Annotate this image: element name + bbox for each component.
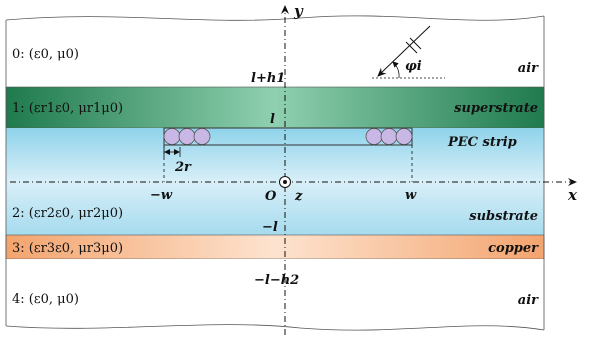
strip-circle [193, 128, 211, 145]
wave-polarization-tick [405, 41, 418, 54]
outer-border-top [5, 15, 545, 21]
z-axis-dot-symbol [279, 176, 291, 188]
region-2-material: substrate [469, 209, 538, 224]
incidence-angle-label: φi [405, 59, 422, 74]
region-2-label: 2: (εr2ε0, μr2μ0) [12, 206, 123, 221]
region-3-material: copper [488, 241, 539, 256]
strip-circle [395, 128, 413, 145]
outer-border-bottom [5, 324, 545, 331]
region-0-air [6, 18, 544, 87]
strip-circle [178, 128, 196, 145]
z-axis-label: z [294, 189, 303, 204]
strip-circle [380, 128, 398, 145]
region-4-label: 4: (ε0, μ0) [12, 292, 79, 307]
region-1-material: superstrate [454, 101, 538, 116]
region-3-label: 3: (εr3ε0, μr3μ0) [12, 241, 123, 256]
strip-right-edge-label: w [405, 188, 417, 203]
region-1-superstrate [5, 86, 545, 129]
region-0-material: air [518, 61, 539, 76]
y-axis-label: y [293, 2, 304, 20]
strip-circles-right [365, 128, 413, 145]
incidence-angle-arc [392, 61, 400, 79]
region-0-label: 0: (ε0, μ0) [12, 47, 79, 62]
strip-circles-left [163, 128, 211, 145]
region-1-label: 1: (εr1ε0, μr1μ0) [12, 101, 123, 116]
boundary-upper-label: l [270, 112, 275, 127]
strip-left-edge-label: −w [150, 188, 173, 203]
region-4-air [6, 259, 544, 329]
x-axis-label: x [567, 186, 578, 204]
boundary-bottom-label: −l−h2 [254, 273, 299, 288]
wave-polarization-tick [409, 37, 422, 50]
origin-label: O [265, 189, 277, 204]
incident-wave-arrow [377, 25, 431, 77]
radius-label: 2r [174, 160, 192, 175]
strip-circle [365, 128, 383, 145]
region-4-material: air [518, 293, 539, 308]
strip-label: PEC strip [447, 135, 517, 150]
boundary-top-label: l+h1 [251, 71, 285, 86]
boundary-lower-label: −l [262, 220, 278, 235]
strip-circle [163, 128, 181, 145]
